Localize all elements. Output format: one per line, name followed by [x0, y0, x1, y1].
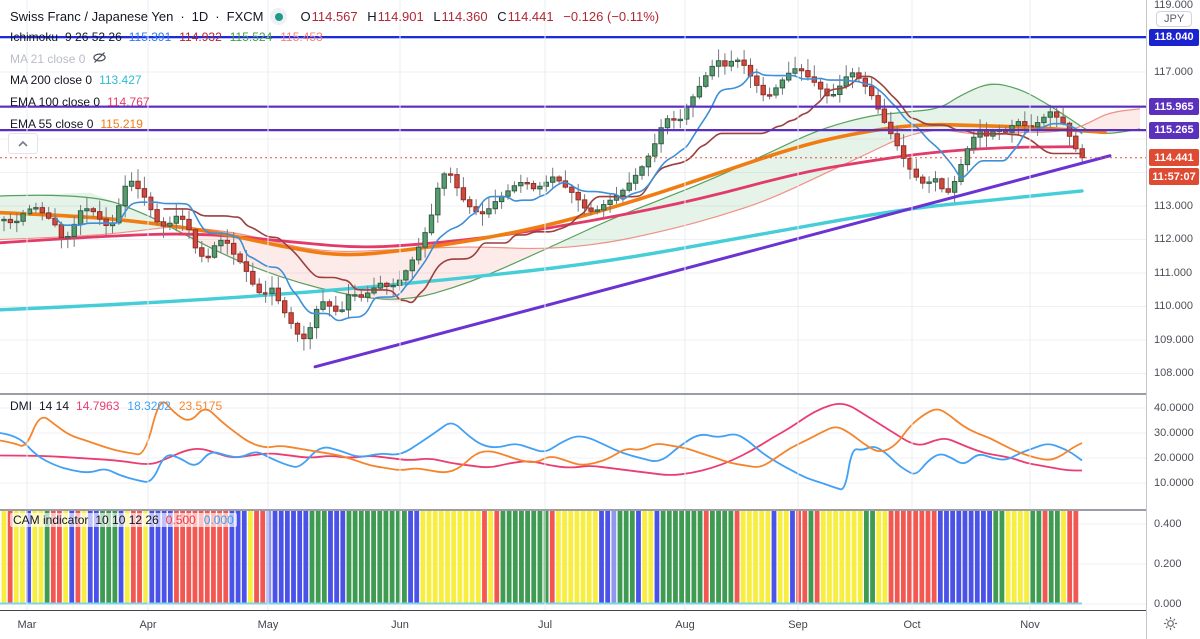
- month-label: Apr: [139, 619, 157, 631]
- ema55-legend[interactable]: EMA 55 close 0 115.219: [10, 117, 143, 131]
- month-label: Aug: [675, 619, 695, 631]
- ma200-name: MA 200 close 0: [10, 73, 93, 87]
- month-label: Oct: [903, 619, 921, 631]
- separator-dot: ·: [215, 9, 220, 24]
- high-label: H: [367, 9, 377, 24]
- ichimoku-value: 114.932: [179, 30, 222, 44]
- currency-toggle[interactable]: JPY: [1156, 11, 1193, 27]
- month-label: May: [257, 619, 279, 631]
- dmi-legend[interactable]: DMI 14 14 14.7963 18.3202 23.5175: [10, 399, 222, 413]
- dmi-value: 18.3202: [127, 399, 171, 413]
- collapse-legend-button[interactable]: [8, 133, 38, 154]
- month-label: Jun: [391, 619, 409, 631]
- ema55-name: EMA 55 close 0: [10, 117, 94, 131]
- eye-hidden-icon[interactable]: [92, 51, 107, 67]
- price-badge: 115.265: [1149, 121, 1199, 139]
- cam-axis-tick: 0.400: [1154, 517, 1182, 530]
- market-status-icon[interactable]: [270, 8, 288, 25]
- high-value: 114.901: [377, 9, 424, 24]
- dmi-axis-tick: 40.0000: [1154, 401, 1194, 414]
- ma21-legend[interactable]: MA 21 close 0: [10, 51, 107, 67]
- ichimoku-value: 115.391: [128, 30, 172, 44]
- price-axis-tick: 110.000: [1154, 300, 1193, 312]
- low-label: L: [433, 9, 441, 24]
- cam-name: CAM indicator: [13, 513, 89, 527]
- settings-gear-icon[interactable]: [1160, 613, 1180, 633]
- symbol-title: Swiss Franc / Japanese Yen: [10, 9, 174, 24]
- chevron-up-icon: [18, 140, 28, 147]
- price-axis-tick: 113.000: [1154, 199, 1193, 212]
- ma21-name: MA 21 close 0: [10, 52, 86, 66]
- price-axis-tick: 109.000: [1154, 333, 1194, 346]
- ema55-value: 115.219: [100, 117, 143, 131]
- ma200-legend[interactable]: MA 200 close 0 113.427: [10, 73, 142, 87]
- price-badge: 114.441: [1149, 149, 1199, 167]
- exchange-label: FXCM: [226, 9, 264, 24]
- price-axis-tick: 108.000: [1154, 367, 1194, 379]
- dmi-axis-tick: 20.0000: [1154, 451, 1194, 464]
- dmi-value: 14.7963: [76, 399, 120, 413]
- interval-label: 1D: [191, 9, 209, 24]
- open-label: O: [300, 9, 311, 24]
- symbol-legend[interactable]: Swiss Franc / Japanese Yen · 1D · FXCM O…: [10, 8, 659, 25]
- price-badge: 118.040: [1149, 28, 1199, 46]
- dmi-value: 23.5175: [178, 399, 223, 413]
- price-axis-tick: 112.000: [1154, 233, 1193, 245]
- month-label: Jul: [537, 619, 553, 631]
- ichimoku-name: Ichimoku: [10, 30, 59, 44]
- price-axis-tick: 117.000: [1154, 65, 1193, 78]
- cam-axis-tick: 0.200: [1154, 557, 1182, 570]
- cam-value: 0.000: [203, 513, 234, 527]
- cam-value: 0.500: [165, 513, 196, 527]
- time-axis[interactable]: Mar Apr May Jun Jul Aug Sep Oct Nov: [0, 610, 1200, 639]
- open-value: 114.567: [311, 9, 358, 24]
- dmi-axis-tick: 30.0000: [1154, 426, 1194, 439]
- month-label: Nov: [1020, 619, 1040, 631]
- ichimoku-legend[interactable]: Ichimoku 9 26 52 26 115.391 114.932 115.52…: [10, 30, 323, 44]
- close-label: C: [497, 9, 507, 24]
- ema100-value: 114.767: [107, 95, 150, 109]
- month-label: Sep: [788, 619, 808, 631]
- cam-legend[interactable]: CAM indicator 10 10 12 26 0.500 0.000: [10, 513, 237, 527]
- countdown-badge: 11:57:07: [1149, 168, 1199, 186]
- dmi-name: DMI: [10, 399, 32, 413]
- cam-axis-tick: 0.000: [1154, 597, 1182, 610]
- month-label: Mar: [17, 619, 37, 631]
- separator-dot: ·: [180, 9, 185, 24]
- price-badge: 115.965: [1149, 98, 1199, 116]
- cam-params: 10 10 12 26: [95, 513, 159, 527]
- ema100-legend[interactable]: EMA 100 close 0 114.767: [10, 95, 150, 109]
- change-value: −0.126 (−0.11%): [563, 9, 660, 24]
- ichimoku-params: 9 26 52 26: [65, 30, 122, 44]
- ichimoku-value: 115.453: [280, 30, 323, 44]
- price-axis-tick: 111.000: [1154, 266, 1193, 279]
- dmi-params: 14 14: [39, 399, 70, 413]
- ema100-name: EMA 100 close 0: [10, 95, 101, 109]
- ma200-value: 113.427: [99, 73, 142, 87]
- low-value: 114.360: [441, 9, 488, 24]
- price-axis-tick: 119.000: [1154, 0, 1193, 11]
- close-value: 114.441: [507, 9, 554, 24]
- price-axis[interactable]: JPY 119.000 117.000 113.000 112.000 111.000 1…: [1146, 0, 1200, 639]
- ichimoku-value: 115.524: [229, 30, 273, 44]
- dmi-axis-tick: 10.0000: [1154, 476, 1194, 489]
